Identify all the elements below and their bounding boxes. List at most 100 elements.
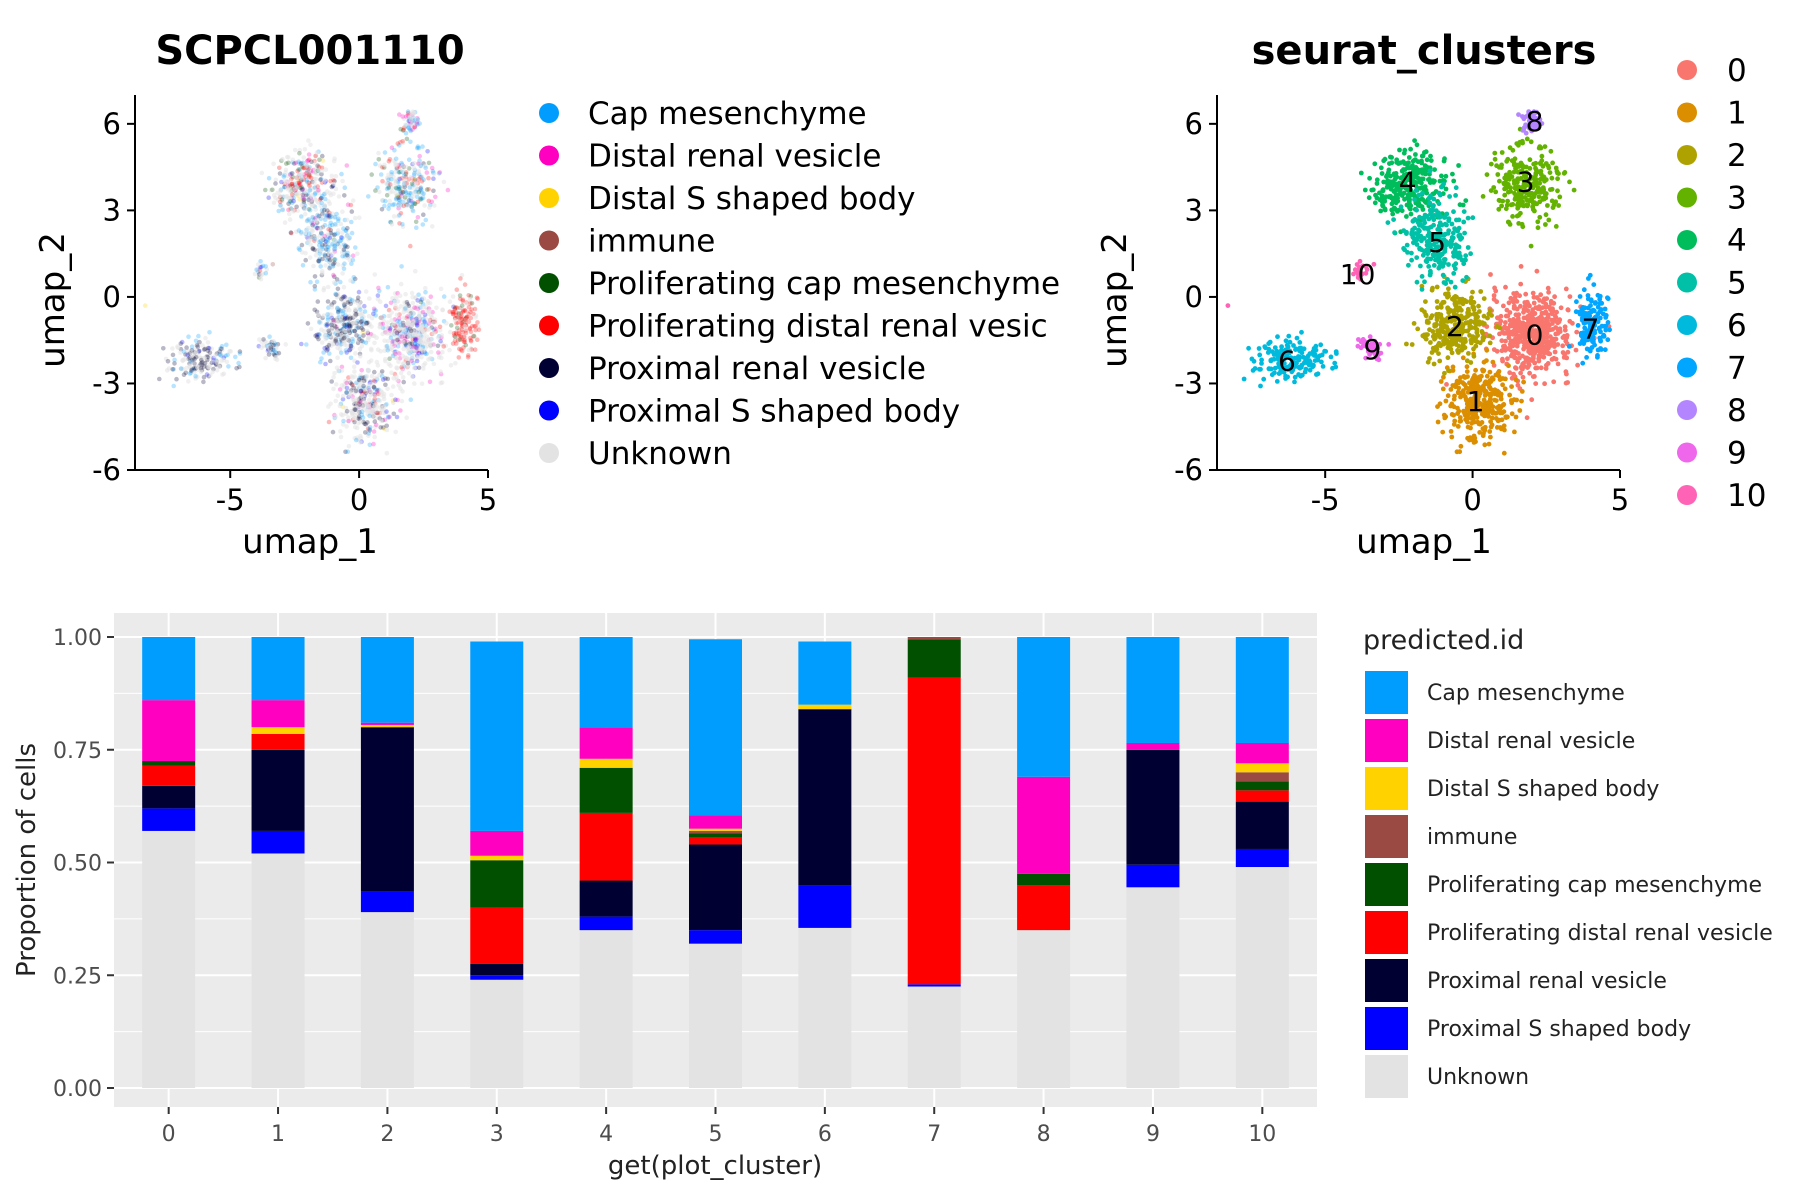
umap-point [1586,276,1591,281]
umap-point [1495,315,1501,321]
umap-point [1482,393,1488,398]
umap-point [318,230,324,236]
umap-point [393,169,398,175]
umap-point [325,299,331,304]
umap-point [306,138,311,143]
umap-point [409,201,415,206]
umap-point [1505,182,1511,187]
umap-point [331,329,337,335]
umap-point [1378,165,1384,171]
umap-point [376,285,381,291]
umap-point [324,345,330,350]
umap-point [349,261,354,267]
umap-point [1417,228,1422,234]
umap-point [408,128,414,134]
umap-point [410,109,416,114]
umap-point [1466,312,1472,317]
umap-point [279,197,285,202]
umap-point [1377,190,1382,196]
umap-point [412,305,417,310]
umap-point [1481,397,1487,403]
legend-label: Proliferating cap mesenchyme [588,266,1060,302]
umap-point [336,194,342,199]
umap-point [373,188,378,193]
umap-point [298,161,304,166]
umap-point [456,328,462,333]
umap-point [344,316,350,322]
umap-point [1533,365,1539,371]
umap-point [407,190,412,196]
umap-point [1506,335,1512,341]
umap-point [1498,396,1504,402]
umap-point [409,290,415,296]
umap-point [225,352,230,358]
umap-point [345,225,350,231]
umap-point [414,318,420,324]
bar-segment [142,637,196,701]
umap-point [459,303,465,308]
y-tick-label: 0 [1185,280,1203,314]
umap-point [418,186,423,191]
umap-point [389,370,394,376]
umap-point [387,157,393,162]
umap-point [1432,167,1437,173]
umap-point [393,429,399,435]
umap-point [1511,299,1517,305]
umap-point [354,437,359,443]
umap-point [468,329,474,335]
umap-point [388,182,393,187]
umap-point [328,227,334,233]
umap-point [343,449,348,455]
umap-point [1516,203,1522,208]
umap-point [1467,437,1472,443]
umap-point [1486,441,1492,447]
umap-point [328,259,333,265]
umap-point [369,373,375,379]
legend-key [539,400,559,421]
umap-point [467,297,473,302]
umap-point [315,163,320,168]
legend-key [539,188,559,208]
umap-point [409,307,414,312]
umap-point [1461,219,1467,225]
umap-point [261,337,266,342]
umap-point [1545,361,1551,366]
umap-point [1471,346,1476,352]
umap-point [259,272,264,278]
umap-point [1474,393,1480,398]
umap-point [1428,193,1433,199]
umap-point [377,372,382,378]
umap-point [197,339,202,345]
umap-point [394,330,400,336]
umap-point [397,221,402,226]
umap-point [381,396,387,402]
umap-point [1527,370,1532,376]
umap-point [457,333,463,338]
umap-point [1482,413,1487,419]
umap-point [1513,377,1519,383]
umap-point [1454,328,1459,334]
umap-point [411,311,416,316]
umap-point [418,346,423,352]
umap-point [380,377,386,382]
umap-point [352,313,358,318]
umap-point [357,375,363,381]
umap-point [1525,321,1530,327]
umap-point [393,178,398,184]
umap-point [307,188,313,193]
umap-point [304,234,310,240]
umap-point [475,296,481,302]
umap-point [1555,361,1561,367]
umap-point [393,355,399,360]
umap-point [463,317,469,323]
umap-point [263,187,268,193]
umap-point [1444,382,1449,387]
umap-point [391,400,396,406]
umap-point [266,176,272,181]
umap-point [326,305,331,310]
umap-point [175,344,180,349]
umap-point [1297,340,1303,345]
umap-point [1562,170,1568,175]
umap-point [419,310,425,316]
umap-point [289,181,295,187]
